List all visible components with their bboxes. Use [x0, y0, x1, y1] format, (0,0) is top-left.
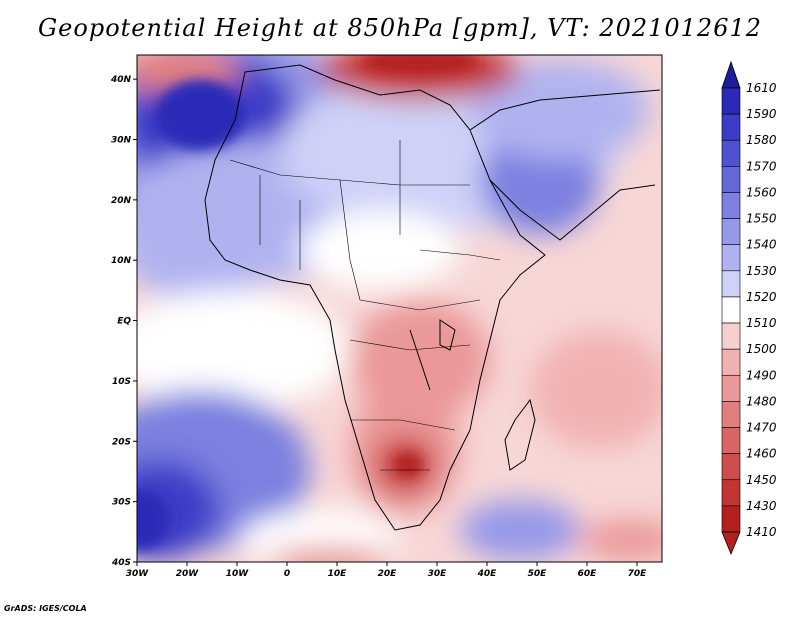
lon-tick-label: 60E	[578, 569, 598, 579]
colorbar-label: 1610	[746, 81, 777, 95]
lon-tick-label: 20W	[176, 569, 200, 579]
longitude-ticks: 30W 20W 10W 0 10E 20E 30E 40E 50E 60E 70E	[126, 562, 647, 579]
colorbar-segment	[721, 479, 741, 507]
colorbar-label: 1470	[746, 421, 777, 435]
colorbar-label: 1490	[746, 368, 777, 382]
coastlines	[204, 64, 661, 531]
colorbar-segment	[721, 427, 741, 454]
height-field	[137, 55, 662, 562]
lat-tick-label: 10S	[112, 377, 131, 387]
grads-credit: GrADS: IGES/COLA	[4, 604, 87, 613]
colorbar-segment	[721, 322, 741, 350]
lon-tick-label: 50E	[528, 569, 548, 579]
colorbar-label: 1520	[746, 290, 777, 304]
colorbar-segment	[721, 139, 741, 167]
colorbar-label: 1510	[746, 316, 777, 330]
lat-tick-label: 10N	[111, 256, 132, 266]
lat-tick-label: 40S	[111, 558, 131, 568]
colorbar-label: 1500	[746, 342, 777, 356]
lon-tick-label: 0	[284, 569, 290, 579]
colorbar-segment	[721, 218, 741, 246]
colorbar-segment	[721, 192, 741, 219]
colorbar-label: 1460	[746, 447, 777, 461]
colorbar-max-arrow	[721, 60, 741, 89]
country-borders	[229, 140, 501, 471]
colorbar-segment	[721, 374, 741, 402]
lat-tick-label: 40N	[110, 75, 132, 85]
colorbar-min-arrow	[721, 531, 741, 556]
lat-tick-label: 20N	[111, 196, 132, 206]
colorbar-label: 1450	[746, 473, 777, 487]
colorbar-segment	[721, 505, 741, 533]
colorbar-label: 1410	[746, 525, 777, 539]
colorbar-segment	[721, 348, 741, 376]
colorbar-segment	[721, 113, 741, 141]
colorbar-label: 1540	[746, 238, 777, 252]
colorbar-segment	[721, 270, 741, 298]
lon-tick-label: 30W	[126, 569, 150, 579]
colorbar-label: 1430	[746, 499, 777, 513]
colorbar-label: 1560	[746, 185, 777, 199]
lat-tick-label: EQ	[117, 317, 131, 327]
lon-tick-label: 10W	[226, 569, 250, 579]
colorbar-label: 1590	[746, 107, 777, 121]
lat-tick-label: 30N	[111, 136, 132, 146]
colorbar-label: 1580	[746, 133, 777, 147]
colorbar-label: 1480	[746, 394, 777, 408]
lon-tick-label: 70E	[628, 569, 648, 579]
colorbar: 1610 1590 1580 1570 1560 1550 1540 1530 1520 1510…	[721, 60, 777, 556]
lon-tick-label: 20E	[378, 569, 398, 579]
map-title: Geopotential Height at 850hPa [gpm], VT:…	[38, 14, 762, 42]
lat-tick-label: 30S	[112, 498, 131, 508]
latitude-ticks: 40N 30N 20N 10N EQ 10S 20S 30S 40S	[110, 75, 137, 568]
lon-tick-label: 10E	[328, 569, 348, 579]
colorbar-segment	[721, 296, 741, 324]
lon-tick-label: 40E	[477, 569, 498, 579]
colorbar-segment	[721, 87, 741, 115]
colorbar-segment	[721, 244, 741, 272]
colorbar-label: 1550	[746, 212, 777, 226]
colorbar-segment	[721, 166, 741, 193]
colorbar-segment	[721, 401, 741, 428]
lon-tick-label: 30E	[428, 569, 448, 579]
colorbar-label: 1530	[746, 264, 777, 278]
colorbar-segment	[721, 453, 741, 481]
lat-tick-label: 20S	[112, 437, 131, 447]
colorbar-label: 1570	[746, 159, 777, 173]
